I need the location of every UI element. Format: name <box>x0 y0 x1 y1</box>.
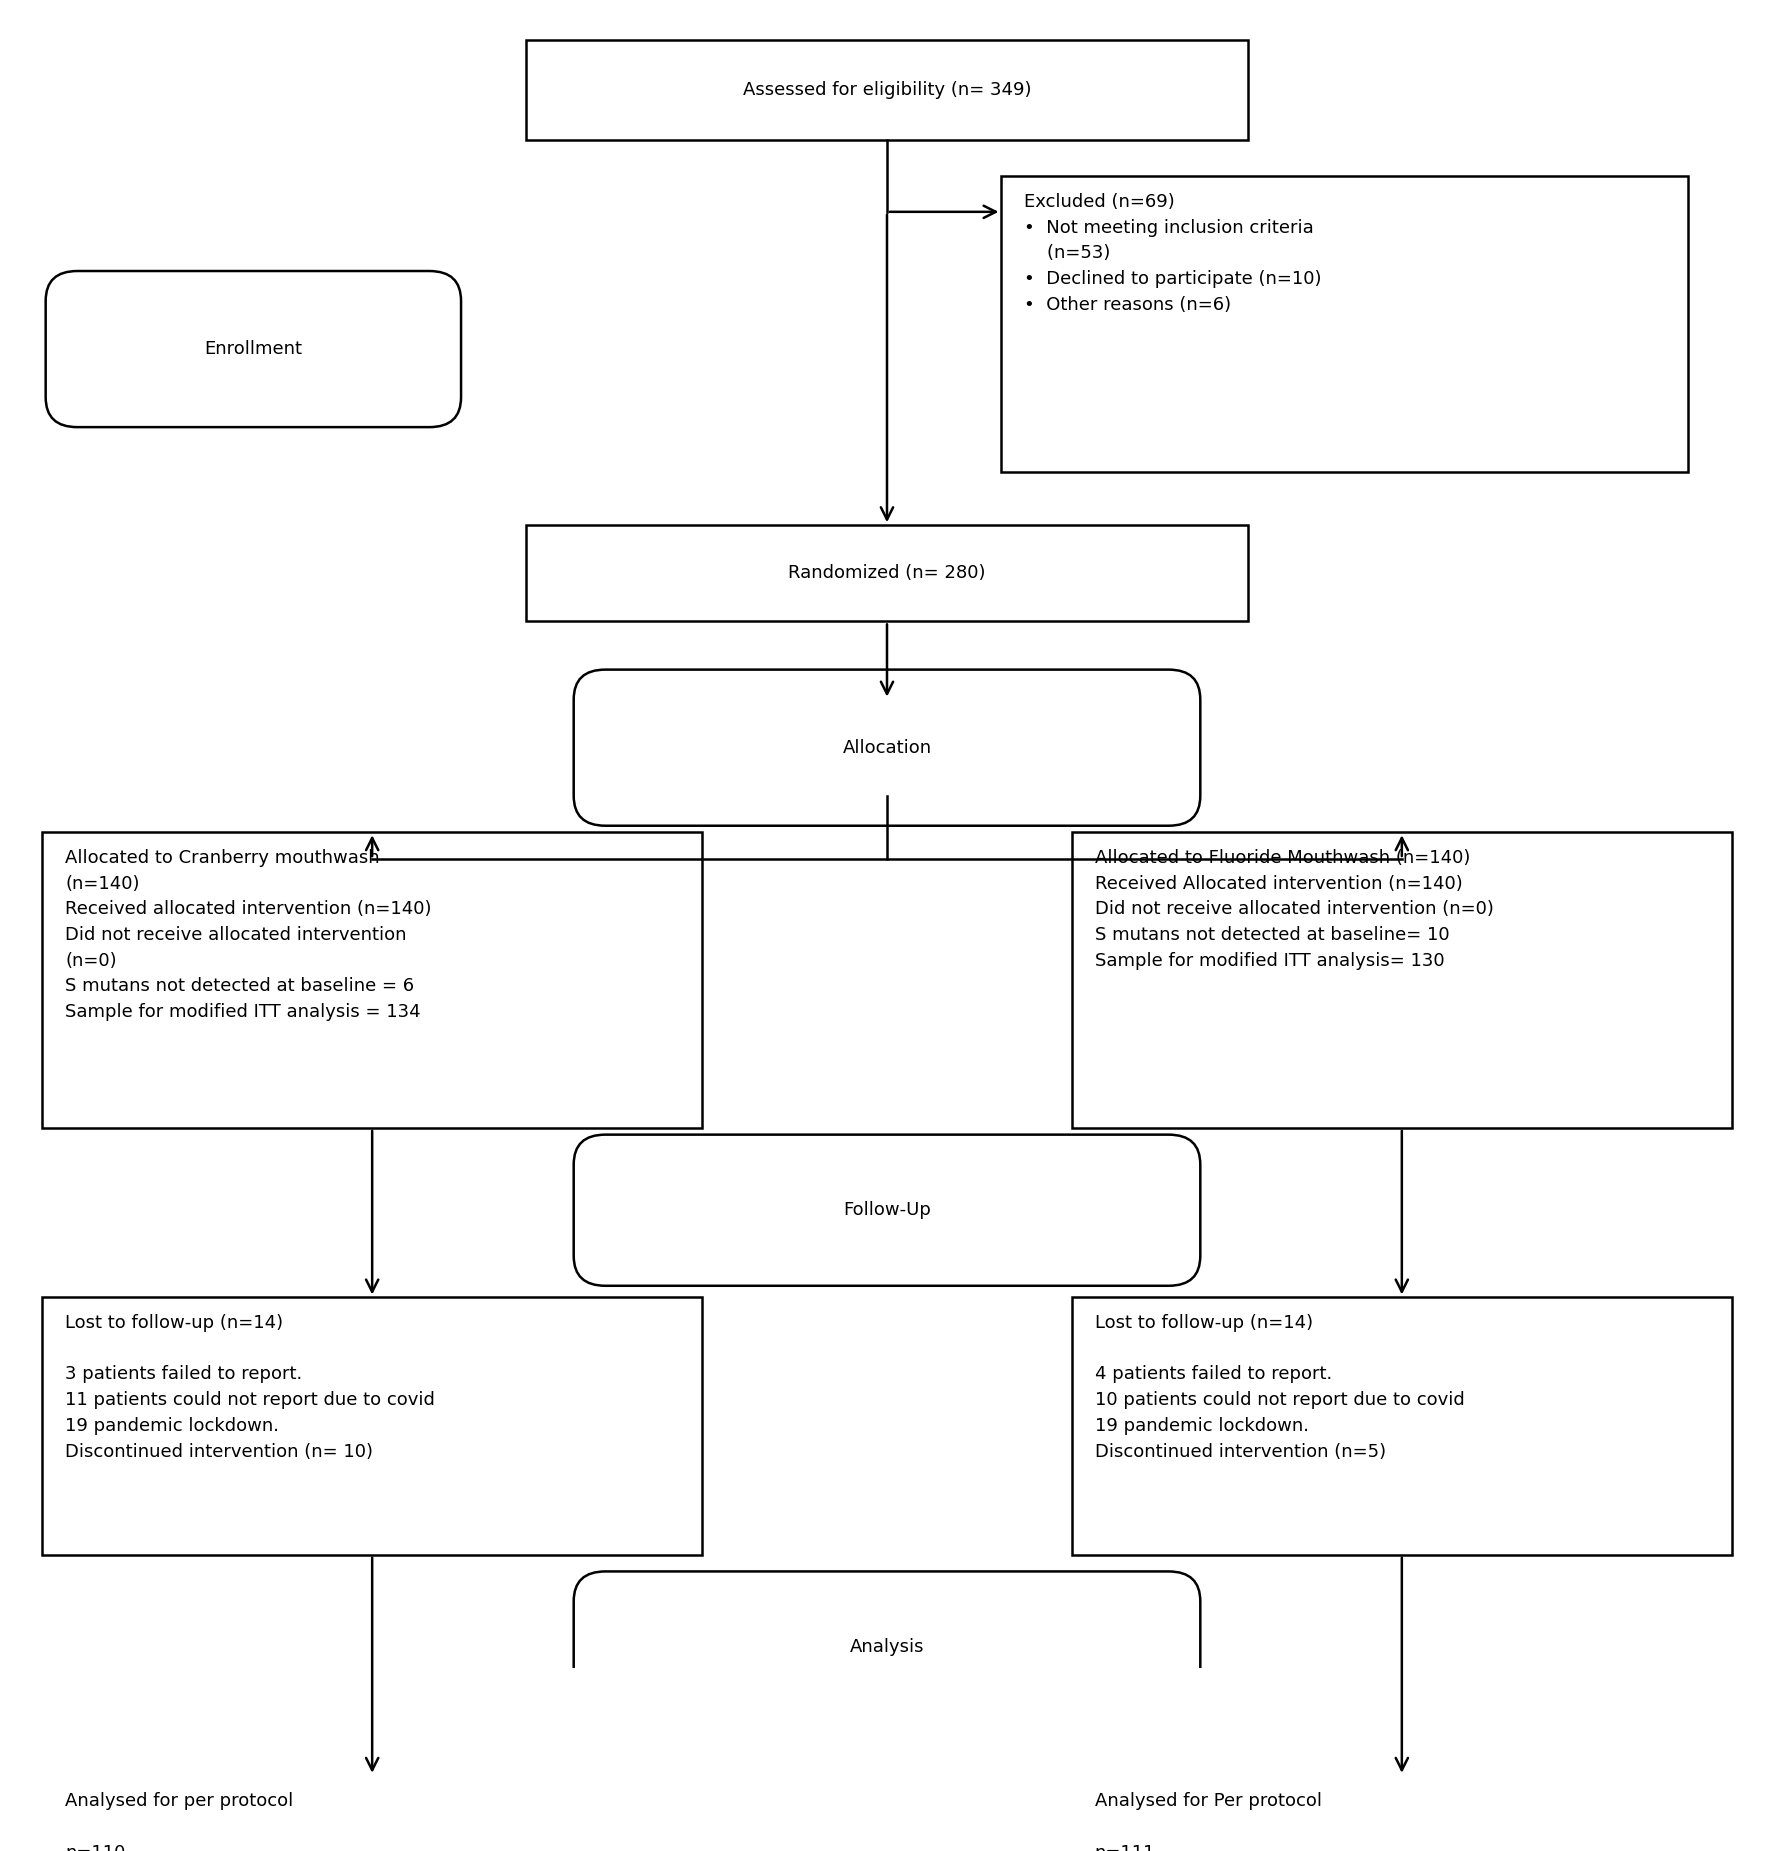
FancyBboxPatch shape <box>527 526 1246 622</box>
FancyBboxPatch shape <box>1071 833 1730 1127</box>
Text: Excluded (n=69)
•  Not meeting inclusion criteria
    (n=53)
•  Declined to part: Excluded (n=69) • Not meeting inclusion … <box>1023 193 1321 315</box>
FancyBboxPatch shape <box>573 1571 1200 1723</box>
Text: Analysed for Per protocol

n=111: Analysed for Per protocol n=111 <box>1094 1792 1321 1851</box>
Text: Lost to follow-up (n=14)

4 patients failed to report.
10 patients could not rep: Lost to follow-up (n=14) 4 patients fail… <box>1094 1314 1464 1460</box>
Text: Analysed for per protocol

n=110: Analysed for per protocol n=110 <box>66 1792 293 1851</box>
FancyBboxPatch shape <box>43 833 702 1127</box>
Text: Assessed for eligibility (n= 349): Assessed for eligibility (n= 349) <box>743 81 1030 98</box>
FancyBboxPatch shape <box>573 1135 1200 1286</box>
FancyBboxPatch shape <box>43 1775 702 1851</box>
Text: Allocation: Allocation <box>842 739 931 757</box>
FancyBboxPatch shape <box>1071 1775 1730 1851</box>
Text: Lost to follow-up (n=14)

3 patients failed to report.
11 patients could not rep: Lost to follow-up (n=14) 3 patients fail… <box>66 1314 434 1460</box>
Text: Allocated to Cranberry mouthwash
(n=140)
Received allocated intervention (n=140): Allocated to Cranberry mouthwash (n=140)… <box>66 850 431 1022</box>
FancyBboxPatch shape <box>527 41 1246 141</box>
Text: Randomized (n= 280): Randomized (n= 280) <box>787 565 986 583</box>
Text: Allocated to Fluoride Mouthwash (n=140)
Received Allocated intervention (n=140)
: Allocated to Fluoride Mouthwash (n=140) … <box>1094 850 1493 970</box>
FancyBboxPatch shape <box>1071 1298 1730 1555</box>
Text: Enrollment: Enrollment <box>204 341 301 357</box>
FancyBboxPatch shape <box>46 270 461 428</box>
FancyBboxPatch shape <box>43 1298 702 1555</box>
FancyBboxPatch shape <box>1000 176 1686 472</box>
Text: Follow-Up: Follow-Up <box>842 1201 931 1220</box>
Text: Analysis: Analysis <box>849 1638 924 1657</box>
FancyBboxPatch shape <box>573 670 1200 826</box>
